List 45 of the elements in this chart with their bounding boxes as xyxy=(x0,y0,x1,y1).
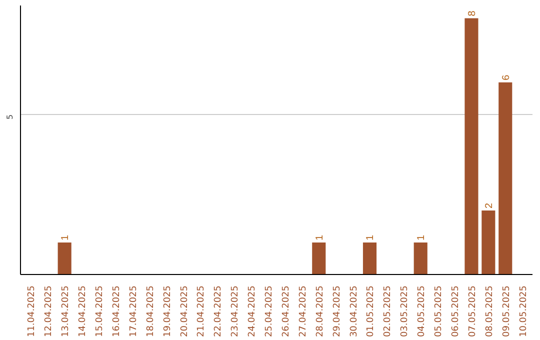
x-tick-label: 30.04.2025 xyxy=(349,286,360,338)
x-tick-label: 26.04.2025 xyxy=(281,286,292,338)
x-tick-label: 01.05.2025 xyxy=(366,286,376,338)
x-tick-label: 15.04.2025 xyxy=(94,286,105,338)
bar xyxy=(58,242,72,274)
x-tick-label: 25.04.2025 xyxy=(264,286,275,338)
data-label: 1 xyxy=(60,234,72,240)
data-label: 1 xyxy=(314,234,326,240)
x-tick-label: 08.05.2025 xyxy=(484,286,495,338)
x-tick-label: 12.04.2025 xyxy=(44,286,54,338)
x-tick-label: 20.04.2025 xyxy=(180,286,190,338)
data-label: 1 xyxy=(365,234,376,240)
x-tick-label: 24.04.2025 xyxy=(248,286,258,338)
x-tick-label: 09.05.2025 xyxy=(502,286,512,338)
x-tick-label: 28.04.2025 xyxy=(315,286,326,338)
data-label: 2 xyxy=(484,202,495,208)
x-tick-label: 10.05.2025 xyxy=(518,286,529,338)
data-label: 6 xyxy=(500,74,512,80)
bar xyxy=(464,18,478,274)
bar xyxy=(482,210,496,274)
bar xyxy=(498,82,512,274)
x-tick-label: 05.05.2025 xyxy=(434,286,444,338)
x-tick-label: 02.05.2025 xyxy=(383,286,394,338)
x-tick-label: 16.04.2025 xyxy=(112,286,122,338)
x-tick-label: 22.04.2025 xyxy=(214,286,224,338)
x-tick-label: 14.04.2025 xyxy=(78,286,88,338)
x-tick-label: 18.04.2025 xyxy=(146,286,156,338)
x-tick-label: 19.04.2025 xyxy=(162,286,173,338)
x-tick-label: 29.04.2025 xyxy=(332,286,342,338)
y-tick-label: 5 xyxy=(6,114,14,120)
x-tick-label: 17.04.2025 xyxy=(128,286,139,338)
x-tick-label: 11.04.2025 xyxy=(27,286,38,338)
data-label: 8 xyxy=(466,10,478,16)
bar xyxy=(414,242,428,274)
x-tick-label: 07.05.2025 xyxy=(468,286,478,338)
x-tick-label: 03.05.2025 xyxy=(400,286,410,338)
x-tick-label: 06.05.2025 xyxy=(451,286,462,338)
bar xyxy=(362,242,377,274)
x-tick-label: 04.05.2025 xyxy=(417,286,428,338)
x-tick-label: 27.04.2025 xyxy=(298,286,308,338)
x-tick-label: 23.04.2025 xyxy=(230,286,241,338)
x-tick-label: 21.04.2025 xyxy=(196,286,207,338)
data-label: 1 xyxy=(416,234,428,240)
bar xyxy=(312,242,326,274)
x-tick-label: 13.04.2025 xyxy=(61,286,72,338)
